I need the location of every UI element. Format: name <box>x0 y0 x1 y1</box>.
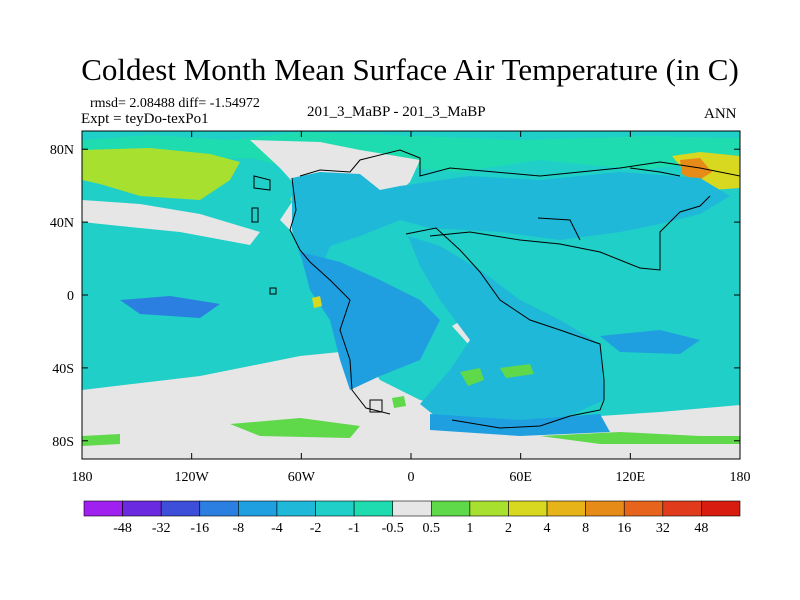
colorbar-label: -32 <box>152 521 171 536</box>
colorbar-label: 0.5 <box>423 521 441 536</box>
field-south-continent <box>408 236 604 428</box>
colorbar-box <box>662 500 702 517</box>
field-warm-north-pacific <box>82 148 240 200</box>
comparison-label: 201_3_MaBP - 201_3_MaBP <box>307 104 486 120</box>
colorbar-box <box>122 500 162 517</box>
coastline-inland-1 <box>537 217 581 241</box>
colorbar-box <box>353 500 394 517</box>
field-patch-south-1 <box>230 418 360 438</box>
colorbar-label: -0.5 <box>382 521 404 536</box>
colorbar-label: -48 <box>113 521 132 536</box>
y-axis-ticks: 80N 40N 0 40S 80S <box>50 143 740 450</box>
x-tick-label: 0 <box>408 470 415 485</box>
field-patch-5 <box>500 364 534 378</box>
colorbar-box <box>508 500 548 517</box>
x-tick-label: 120E <box>616 470 646 485</box>
colorbar: -48 -32 -16 -8 -4 -2 -1 -0.5 0.5 1 2 4 8 16 32 48 <box>83 500 741 536</box>
y-tick-label: 0 <box>67 289 74 304</box>
y-tick-label: 40N <box>50 216 74 231</box>
rmsd-diff-label: rmsd= 2.08488 diff= -1.54972 <box>90 96 260 111</box>
x-tick-label: 60W <box>288 470 316 485</box>
field-patch-6 <box>392 396 406 408</box>
colorbar-label: 16 <box>617 521 631 536</box>
colorbar-box <box>276 500 316 517</box>
colorbar-label: -16 <box>190 521 209 536</box>
colorbar-box <box>469 500 509 517</box>
island-2 <box>251 207 259 223</box>
field-patch-south-3 <box>82 434 120 446</box>
x-tick-label: 180 <box>72 470 93 485</box>
colorbar-box <box>160 500 201 517</box>
experiment-label: Expt = teyDo-texPo1 <box>81 111 209 127</box>
x-tick-label: 60E <box>509 470 532 485</box>
field-america-interior <box>300 252 440 390</box>
colorbar-label: 1 <box>466 521 473 536</box>
field-patch-7 <box>312 296 322 308</box>
field-antarctic-coast <box>430 414 610 436</box>
colorbar-label: 48 <box>694 521 708 536</box>
colorbar-box <box>83 500 123 517</box>
colorbar-box <box>392 500 432 517</box>
chart-title: Coldest Month Mean Surface Air Temperatu… <box>81 52 739 87</box>
x-axis-ticks: 180 120W 60W 0 60E 120E 180 <box>72 131 751 485</box>
field-indian <box>600 330 700 354</box>
colorbar-label: -2 <box>310 521 322 536</box>
field-arctic <box>82 132 740 172</box>
coastlines <box>251 149 740 429</box>
colorbar-box <box>238 500 278 517</box>
colorbar-box <box>199 500 239 517</box>
colorbar-label: 2 <box>505 521 512 536</box>
colorbar-label: 4 <box>544 521 551 536</box>
field-neutral-north <box>82 200 260 245</box>
x-tick-label: 180 <box>730 470 751 485</box>
coastline-central <box>429 195 711 271</box>
x-tick-label: 120W <box>175 470 210 485</box>
coastline-west-south <box>309 261 391 415</box>
colorbar-label: 8 <box>582 521 589 536</box>
colorbar-label: -1 <box>348 521 360 536</box>
y-tick-label: 80S <box>52 435 74 450</box>
island-1 <box>253 175 271 191</box>
colorbar-box <box>546 500 586 517</box>
colorbar-box <box>701 500 741 517</box>
field-patch-4 <box>460 368 484 386</box>
coastline-inland-2 <box>629 167 681 177</box>
coastline-north <box>299 149 740 177</box>
colorbar-label: 32 <box>656 521 670 536</box>
colorbar-box <box>585 500 625 517</box>
season-label: ANN <box>704 106 737 122</box>
colorbar-box <box>623 500 664 517</box>
island-3 <box>269 287 277 295</box>
coastline-west-north <box>289 177 311 263</box>
coastline-east <box>405 227 605 429</box>
colorbar-box <box>315 500 355 517</box>
field-cold-pacific <box>120 296 220 318</box>
island-4 <box>369 399 383 413</box>
field-northern-continent <box>292 172 730 270</box>
y-tick-label: 40S <box>52 362 74 377</box>
colorbar-label: -4 <box>271 521 283 536</box>
colorbar-label: -8 <box>233 521 245 536</box>
field-patch-south-2 <box>540 432 740 444</box>
field-hot-spot <box>680 158 712 182</box>
temperature-field <box>82 131 740 459</box>
colorbar-box <box>430 500 471 517</box>
y-tick-label: 80N <box>50 143 74 158</box>
